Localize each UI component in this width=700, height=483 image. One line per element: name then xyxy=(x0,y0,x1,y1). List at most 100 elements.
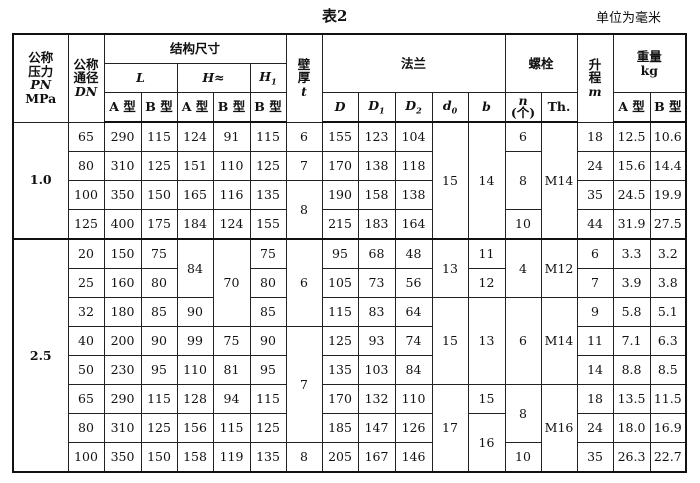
table-cell: 128 xyxy=(176,384,214,414)
table-cell: 8 xyxy=(285,180,323,240)
header-text: 重量 xyxy=(636,48,662,64)
header-bolt-count: n (个) xyxy=(504,92,542,123)
table-cell: 350 xyxy=(103,442,142,473)
table-cell: 230 xyxy=(103,355,142,385)
table-cell: 80 xyxy=(67,151,105,181)
table-cell: 110 xyxy=(212,151,251,181)
table-cell: 8 xyxy=(504,151,542,210)
table-cell: 13 xyxy=(467,297,506,385)
header-nominal-diameter: 公称 通径 DN xyxy=(67,33,105,123)
table-cell: 103 xyxy=(357,355,396,385)
header-thread: Th. xyxy=(540,92,578,123)
header-text: D xyxy=(368,97,380,113)
table-cell: 93 xyxy=(357,326,396,356)
table-cell: 70 xyxy=(212,238,251,327)
table-cell: 14.4 xyxy=(649,151,687,181)
table-row: 125 400 175 184 124 155 215 183 164 10 44 31.9 27.5 xyxy=(13,209,687,240)
header-L: L xyxy=(103,63,178,93)
table-cell: 124 xyxy=(176,121,214,152)
header-H-typeA: A 型 xyxy=(176,92,214,123)
header-text: kg xyxy=(640,62,658,78)
table-cell: 125 xyxy=(67,209,105,240)
header-text: 厚 xyxy=(297,70,311,86)
table-cell: 10.6 xyxy=(649,121,687,152)
table-cell: 310 xyxy=(103,413,142,443)
table-cell: 99 xyxy=(176,326,214,356)
table-cell: 115 xyxy=(249,121,287,152)
table-cell: 18.0 xyxy=(612,413,651,443)
table-row: 50 230 95 110 81 95 135 103 84 14 8.8 8.5 xyxy=(13,355,687,385)
table-cell: 9 xyxy=(576,297,614,327)
table-cell: 90 xyxy=(176,297,214,327)
table-cell: 115 xyxy=(249,384,287,414)
table-cell: 115 xyxy=(212,413,251,443)
header-subscript: 1 xyxy=(379,105,385,116)
header-weight-typeB: B 型 xyxy=(649,92,687,123)
table-cell: 138 xyxy=(357,151,396,181)
table-cell: 116 xyxy=(212,180,251,210)
table-cell: 290 xyxy=(103,384,142,414)
table-cell: 115 xyxy=(140,121,178,152)
table-cell: 56 xyxy=(394,268,433,298)
table-cell: 160 xyxy=(103,268,142,298)
table-cell: 35 xyxy=(576,442,614,473)
table-cell: 40 xyxy=(67,326,105,356)
table-cell: 8.8 xyxy=(612,355,651,385)
table-cell: 135 xyxy=(249,442,287,473)
table-cell: 68 xyxy=(357,238,396,269)
header-L-typeB: B 型 xyxy=(140,92,178,123)
table-cell: 150 xyxy=(103,238,142,269)
table-cell: 17 xyxy=(431,384,469,473)
table-cell: 35 xyxy=(576,180,614,210)
table-cell: 11.5 xyxy=(649,384,687,414)
table-cell: 3.9 xyxy=(612,268,651,298)
header-bolt: 螺栓 xyxy=(504,33,578,93)
table-cell: 150 xyxy=(140,442,178,473)
table-cell: 64 xyxy=(394,297,433,327)
table-cell: 3.3 xyxy=(612,238,651,269)
table-cell: 104 xyxy=(394,121,433,152)
table-cell: 6 xyxy=(285,121,323,152)
table-body: 1.0 65 290 115 124 91 115 6 155 123 104 15 14 6 M14 18 1… xyxy=(12,121,687,473)
header-H: H≈ xyxy=(176,63,251,93)
table-cell: 125 xyxy=(140,151,178,181)
table-cell: 81 xyxy=(212,355,251,385)
table-cell: 190 xyxy=(321,180,359,210)
table-cell: 27.5 xyxy=(649,209,687,240)
table-cell: 91 xyxy=(212,121,251,152)
table-row: 1.0 65 290 115 124 91 115 6 155 123 104 15 14 6 M14 18 1… xyxy=(12,121,687,240)
table-cell: 75 xyxy=(249,238,287,269)
table-cell: 11 xyxy=(467,238,506,269)
table-cell: 10 xyxy=(504,209,542,240)
table-cell: 290 xyxy=(103,121,142,152)
table-cell: 15 xyxy=(431,121,469,240)
header-H-typeB: B 型 xyxy=(212,92,251,123)
table-cell: 48 xyxy=(394,238,433,269)
table-cell: 65 xyxy=(67,384,105,414)
table-cell: 16.9 xyxy=(649,413,687,443)
table-cell: 5.1 xyxy=(649,297,687,327)
table-cell: 100 xyxy=(67,442,105,473)
table-cell: 400 xyxy=(103,209,142,240)
table-cell: 135 xyxy=(249,180,287,210)
table-cell: 85 xyxy=(140,297,178,327)
table-cell: 180 xyxy=(103,297,142,327)
table-cell: 90 xyxy=(140,326,178,356)
table-cell: 119 xyxy=(212,442,251,473)
table-cell: 138 xyxy=(394,180,433,210)
header-text: H xyxy=(259,68,272,84)
table-cell: 19.9 xyxy=(649,180,687,210)
table-cell: 16 xyxy=(467,413,506,473)
table-cell: 75 xyxy=(140,238,178,269)
table-row: 65 290 115 128 94 115 170 132 110 17 15 8 M16 18 13.5 1… xyxy=(13,384,687,473)
table-cell: 146 xyxy=(394,442,433,473)
table-cell: 12 xyxy=(467,268,506,298)
header-nominal-pressure: 公称 压力 PN MPa xyxy=(12,33,69,123)
unit-note: 单位为毫米 xyxy=(596,11,662,26)
table-cell: 200 xyxy=(103,326,142,356)
header-L-typeA: A 型 xyxy=(103,92,142,123)
pressure-group-cell: 1.0 xyxy=(12,121,69,240)
table-cell: 7.1 xyxy=(612,326,651,356)
table-cell: 31.9 xyxy=(612,209,651,240)
table-cell: 44 xyxy=(576,209,614,240)
